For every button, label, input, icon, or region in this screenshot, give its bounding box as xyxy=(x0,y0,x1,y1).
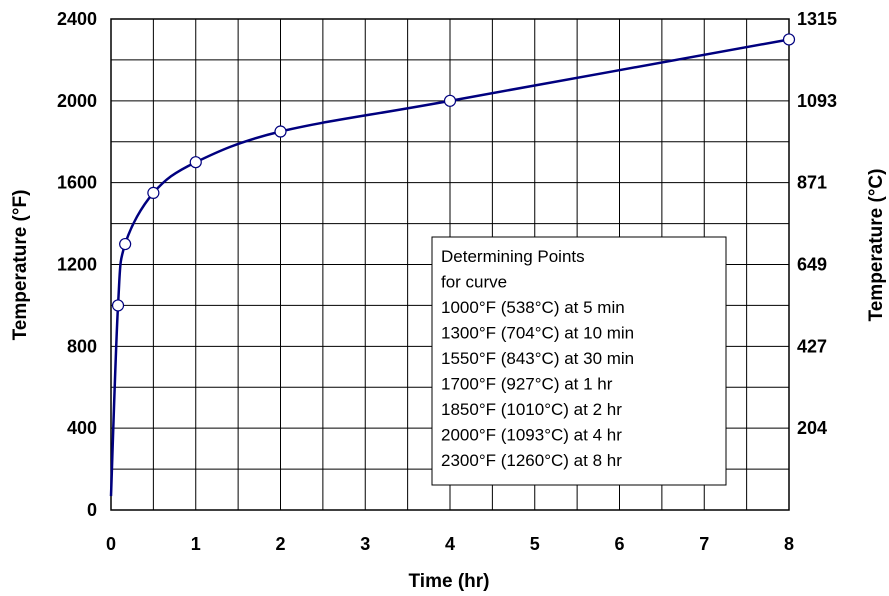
y-tick-label: 400 xyxy=(67,418,97,438)
y-right-tick-label: 1315 xyxy=(797,9,837,29)
legend-box: Determining Points for curve 1000°F (538°C… xyxy=(431,236,727,486)
data-point xyxy=(119,237,132,251)
x-tick-label: 0 xyxy=(106,534,116,554)
y-tick-label: 2000 xyxy=(57,91,97,111)
data-point xyxy=(189,156,202,169)
y-axis-title-left: Temperature (°F) xyxy=(10,190,31,341)
x-axis-title: Time (hr) xyxy=(409,571,490,592)
x-tick-label: 7 xyxy=(699,534,709,554)
x-tick-label: 4 xyxy=(445,534,455,554)
legend-line: for curve xyxy=(441,273,507,292)
legend-line: 2000°F (1093°C) at 4 hr xyxy=(441,426,622,445)
legend-line: 1700°F (927°C) at 1 hr xyxy=(441,375,613,394)
legend-line: 1850°F (1010°C) at 2 hr xyxy=(441,400,622,419)
y-right-tick-label: 204 xyxy=(797,418,827,438)
x-tick-label: 8 xyxy=(784,534,794,554)
data-point xyxy=(274,125,287,138)
legend-line: 1000°F (538°C) at 5 min xyxy=(441,298,625,317)
x-tick-label: 1 xyxy=(191,534,201,554)
y-right-tick-label: 1093 xyxy=(797,91,837,111)
plot-frame xyxy=(110,18,790,511)
data-points xyxy=(111,33,796,312)
y-tick-label: 1600 xyxy=(57,173,97,193)
legend-line: Determining Points xyxy=(441,247,585,266)
y-tick-label: 0 xyxy=(87,500,97,520)
legend-line: 1300°F (704°C) at 10 min xyxy=(441,324,634,343)
data-point xyxy=(782,33,796,46)
x-tick-label: 2 xyxy=(275,534,285,554)
y-right-tick-label: 871 xyxy=(797,173,827,193)
x-tick-label: 5 xyxy=(530,534,540,554)
legend-line: 1550°F (843°C) at 30 min xyxy=(441,349,634,368)
y-right-tick-label: 427 xyxy=(797,336,827,356)
tick-labels: 0400800120016002000240020442764987110931… xyxy=(57,9,837,554)
legend-line: 2300°F (1260°C) at 8 hr xyxy=(441,451,622,470)
data-point xyxy=(443,94,457,107)
x-tick-label: 3 xyxy=(360,534,370,554)
data-point xyxy=(147,186,160,199)
x-tick-label: 6 xyxy=(614,534,624,554)
y-tick-label: 800 xyxy=(67,336,97,356)
y-right-tick-label: 649 xyxy=(797,255,827,275)
y-axis-title-right: Temperature (°C) xyxy=(866,169,887,322)
y-tick-label: 1200 xyxy=(57,255,97,275)
y-tick-label: 2400 xyxy=(57,9,97,29)
data-point xyxy=(111,299,125,312)
